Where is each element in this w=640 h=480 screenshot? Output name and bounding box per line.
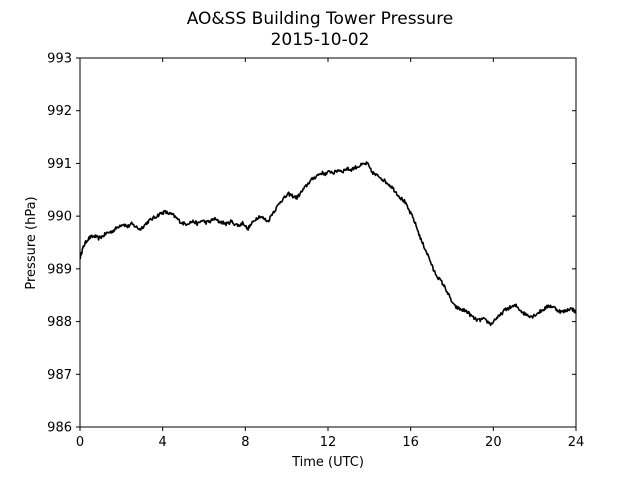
x-tick-label: 20 [485,435,502,450]
x-tick-label: 16 [402,435,419,450]
x-tick-label: 8 [241,435,249,450]
x-tick-label: 12 [320,435,337,450]
y-tick-label: 990 [47,210,72,225]
y-tick-label: 987 [47,368,72,383]
y-tick-label: 991 [47,157,72,172]
chart-subtitle: 2015-10-02 [271,30,370,50]
x-tick-label: 24 [568,435,585,450]
y-tick-label: 993 [47,52,72,67]
y-tick-label: 986 [47,421,72,436]
y-tick-label: 992 [47,104,72,119]
plot-frame [79,57,577,428]
y-tick-label: 988 [47,315,72,330]
x-axis-label: Time (UTC) [291,455,364,470]
y-tick-label: 989 [47,262,72,277]
series-line-0 [79,161,577,327]
y-axis-label: Pressure (hPa) [24,196,39,289]
x-tick-label: 0 [76,435,84,450]
plot-area [79,57,577,428]
axis-ticks: 0 4 8 12 16 20 24 986 987 988 989 990 991 992 993 [47,52,584,451]
x-tick-label: 4 [159,435,167,450]
chart-title: AO&SS Building Tower Pressure [187,9,454,29]
